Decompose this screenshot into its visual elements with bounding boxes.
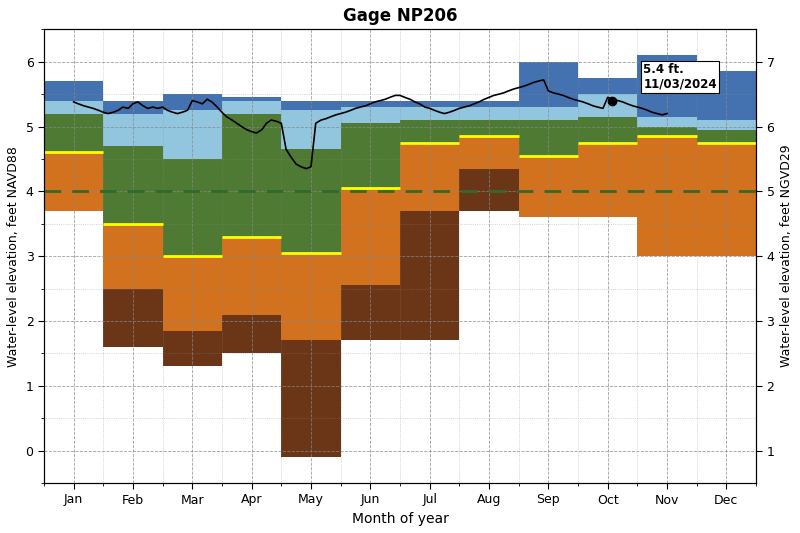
Bar xyxy=(222,314,282,353)
Bar xyxy=(459,107,518,120)
Bar xyxy=(162,159,222,256)
X-axis label: Month of year: Month of year xyxy=(351,512,449,526)
Bar xyxy=(341,107,400,123)
Bar xyxy=(162,110,222,159)
Bar xyxy=(638,126,697,136)
Bar xyxy=(282,341,341,457)
Bar xyxy=(341,285,400,341)
Bar xyxy=(44,114,103,152)
Bar xyxy=(459,136,518,168)
Text: 5.4 ft.
11/03/2024: 5.4 ft. 11/03/2024 xyxy=(643,63,717,91)
Bar xyxy=(282,110,341,149)
Bar xyxy=(578,94,638,117)
Bar xyxy=(697,120,756,130)
Bar xyxy=(518,107,578,120)
Bar xyxy=(400,120,459,143)
Bar xyxy=(222,98,282,101)
Bar xyxy=(222,101,282,114)
Bar xyxy=(578,117,638,143)
Bar xyxy=(400,101,459,107)
Bar xyxy=(578,143,638,217)
Bar xyxy=(103,114,162,146)
Bar xyxy=(222,237,282,314)
Bar xyxy=(341,101,400,107)
Bar xyxy=(44,152,103,211)
Bar xyxy=(638,117,697,126)
Title: Gage NP206: Gage NP206 xyxy=(342,7,458,25)
Bar xyxy=(459,101,518,107)
Bar xyxy=(400,211,459,341)
Bar xyxy=(518,120,578,156)
Bar xyxy=(103,288,162,347)
Bar xyxy=(103,146,162,224)
Bar xyxy=(282,253,341,341)
Bar xyxy=(103,101,162,114)
Bar xyxy=(282,101,341,110)
Bar xyxy=(44,81,103,101)
Bar xyxy=(459,168,518,211)
Bar xyxy=(697,143,756,256)
Bar xyxy=(162,256,222,331)
Bar xyxy=(341,123,400,188)
Y-axis label: Water-level elevation, feet NAVD88: Water-level elevation, feet NAVD88 xyxy=(7,146,20,367)
Bar xyxy=(697,71,756,120)
Bar xyxy=(282,149,341,253)
Bar xyxy=(222,114,282,237)
Bar xyxy=(162,331,222,366)
Bar xyxy=(341,188,400,285)
Bar xyxy=(44,101,103,114)
Bar xyxy=(638,55,697,117)
Bar xyxy=(103,224,162,288)
Bar xyxy=(578,78,638,94)
Bar xyxy=(697,130,756,143)
Bar xyxy=(638,136,697,256)
Y-axis label: Water-level elevation, feet NGVD29: Water-level elevation, feet NGVD29 xyxy=(780,145,793,367)
Bar xyxy=(518,156,578,217)
Bar xyxy=(459,120,518,136)
Bar xyxy=(400,143,459,211)
Bar xyxy=(400,107,459,120)
Bar xyxy=(518,62,578,107)
Bar xyxy=(162,94,222,110)
